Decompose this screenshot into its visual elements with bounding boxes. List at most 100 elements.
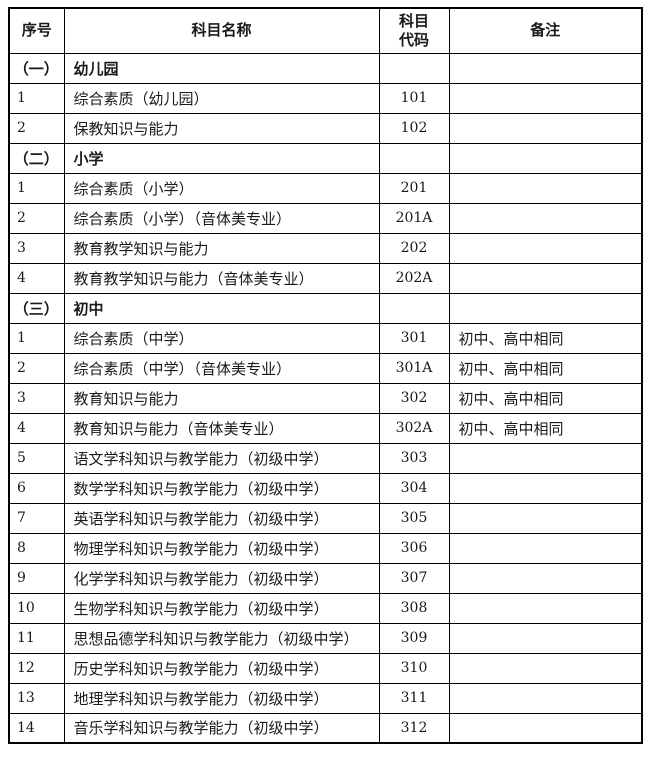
remark-cell (448, 712, 643, 744)
row-number-cell: 2 (8, 202, 65, 234)
remark-cell (448, 502, 643, 534)
subject-code-cell: 305 (378, 502, 450, 534)
subject-name-cell: 综合素质（小学） (63, 172, 380, 204)
subject-name-cell: 物理学科知识与教学能力（初级中学） (63, 532, 380, 564)
subject-code-cell: 301 (378, 322, 450, 354)
table-row: 10 生物学科知识与教学能力（初级中学） 308 (8, 592, 643, 624)
subject-table: 序号 科目名称 科目 代码 备注 （一） 幼儿园 1 综合素质（幼儿园） 101 2 保教知… (8, 7, 643, 744)
subject-code-cell: 310 (378, 652, 450, 684)
header-subject-name: 科目名称 (63, 7, 380, 54)
row-number-cell: 2 (8, 352, 65, 384)
remark-cell (448, 532, 643, 564)
remark-cell (448, 172, 643, 204)
subject-code-cell: 302A (378, 412, 450, 444)
table-row: 8 物理学科知识与教学能力（初级中学） 306 (8, 532, 643, 564)
row-number-cell: 4 (8, 412, 65, 444)
section-row: （二） 小学 (8, 142, 643, 174)
table-row: 9 化学学科知识与教学能力（初级中学） 307 (8, 562, 643, 594)
subject-name-cell: 综合素质（中学）（音体美专业） (63, 352, 380, 384)
table-row: 3 教育教学知识与能力 202 (8, 232, 643, 264)
subject-table-container: 序号 科目名称 科目 代码 备注 （一） 幼儿园 1 综合素质（幼儿园） 101 2 保教知… (8, 7, 643, 744)
remark-cell: 初中、高中相同 (448, 352, 643, 384)
table-row: 1 综合素质（中学） 301 初中、高中相同 (8, 322, 643, 354)
table-row: 2 综合素质（小学）（音体美专业） 201A (8, 202, 643, 234)
subject-code-cell: 301A (378, 352, 450, 384)
subject-name-cell: 生物学科知识与教学能力（初级中学） (63, 592, 380, 624)
subject-code-cell: 202A (378, 262, 450, 294)
subject-name-cell: 教育知识与能力（音体美专业） (63, 412, 380, 444)
remark-cell: 初中、高中相同 (448, 322, 643, 354)
header-serial-number: 序号 (8, 7, 65, 54)
subject-name-cell: 综合素质（小学）（音体美专业） (63, 202, 380, 234)
row-number-cell: 13 (8, 682, 65, 714)
section-code-cell (378, 142, 450, 174)
table-row: 12 历史学科知识与教学能力（初级中学） 310 (8, 652, 643, 684)
subject-name-cell: 思想品德学科知识与教学能力（初级中学） (63, 622, 380, 654)
section-code-cell (378, 292, 450, 324)
subject-name-cell: 语文学科知识与教学能力（初级中学） (63, 442, 380, 474)
header-subject-code: 科目 代码 (378, 7, 450, 54)
subject-name-cell: 地理学科知识与教学能力（初级中学） (63, 682, 380, 714)
section-label: （三） (8, 292, 65, 324)
table-row: 6 数学学科知识与教学能力（初级中学） 304 (8, 472, 643, 504)
row-number-cell: 4 (8, 262, 65, 294)
table-row: 1 综合素质（小学） 201 (8, 172, 643, 204)
table-row: 3 教育知识与能力 302 初中、高中相同 (8, 382, 643, 414)
row-number-cell: 9 (8, 562, 65, 594)
row-number-cell: 14 (8, 712, 65, 744)
section-label: （二） (8, 142, 65, 174)
remark-cell: 初中、高中相同 (448, 382, 643, 414)
subject-code-cell: 306 (378, 532, 450, 564)
section-note-cell (448, 292, 643, 324)
remark-cell (448, 202, 643, 234)
table-row: 7 英语学科知识与教学能力（初级中学） 305 (8, 502, 643, 534)
remark-cell (448, 262, 643, 294)
remark-cell (448, 442, 643, 474)
table-row: 2 综合素质（中学）（音体美专业） 301A 初中、高中相同 (8, 352, 643, 384)
row-number-cell: 2 (8, 112, 65, 144)
subject-name-cell: 保教知识与能力 (63, 112, 380, 144)
subject-code-cell: 303 (378, 442, 450, 474)
section-title: 初中 (63, 292, 380, 324)
section-title: 幼儿园 (63, 52, 380, 84)
subject-name-cell: 教育知识与能力 (63, 382, 380, 414)
section-code-cell (378, 52, 450, 84)
subject-code-cell: 202 (378, 232, 450, 264)
subject-name-cell: 教育教学知识与能力 (63, 232, 380, 264)
remark-cell (448, 472, 643, 504)
header-row: 序号 科目名称 科目 代码 备注 (8, 7, 643, 54)
row-number-cell: 11 (8, 622, 65, 654)
section-title: 小学 (63, 142, 380, 174)
subject-code-cell: 309 (378, 622, 450, 654)
subject-name-cell: 教育教学知识与能力（音体美专业） (63, 262, 380, 294)
table-body: （一） 幼儿园 1 综合素质（幼儿园） 101 2 保教知识与能力 102 （二） 小学 1 综合素质… (8, 52, 643, 744)
table-row: 4 教育知识与能力（音体美专业） 302A 初中、高中相同 (8, 412, 643, 444)
table-row: 5 语文学科知识与教学能力（初级中学） 303 (8, 442, 643, 474)
remark-cell (448, 232, 643, 264)
subject-code-cell: 307 (378, 562, 450, 594)
subject-code-cell: 308 (378, 592, 450, 624)
remark-cell: 初中、高中相同 (448, 412, 643, 444)
remark-cell (448, 562, 643, 594)
section-label: （一） (8, 52, 65, 84)
remark-cell (448, 82, 643, 114)
row-number-cell: 3 (8, 382, 65, 414)
table-row: 11 思想品德学科知识与教学能力（初级中学） 309 (8, 622, 643, 654)
subject-code-cell: 311 (378, 682, 450, 714)
row-number-cell: 1 (8, 172, 65, 204)
subject-code-cell: 201 (378, 172, 450, 204)
subject-name-cell: 综合素质（幼儿园） (63, 82, 380, 114)
remark-cell (448, 652, 643, 684)
remark-cell (448, 112, 643, 144)
subject-code-cell: 304 (378, 472, 450, 504)
table-row: 13 地理学科知识与教学能力（初级中学） 311 (8, 682, 643, 714)
table-row: 4 教育教学知识与能力（音体美专业） 202A (8, 262, 643, 294)
row-number-cell: 7 (8, 502, 65, 534)
section-note-cell (448, 142, 643, 174)
subject-name-cell: 历史学科知识与教学能力（初级中学） (63, 652, 380, 684)
header-remarks: 备注 (448, 7, 643, 54)
remark-cell (448, 592, 643, 624)
subject-code-cell: 101 (378, 82, 450, 114)
section-row: （一） 幼儿园 (8, 52, 643, 84)
subject-code-cell: 102 (378, 112, 450, 144)
